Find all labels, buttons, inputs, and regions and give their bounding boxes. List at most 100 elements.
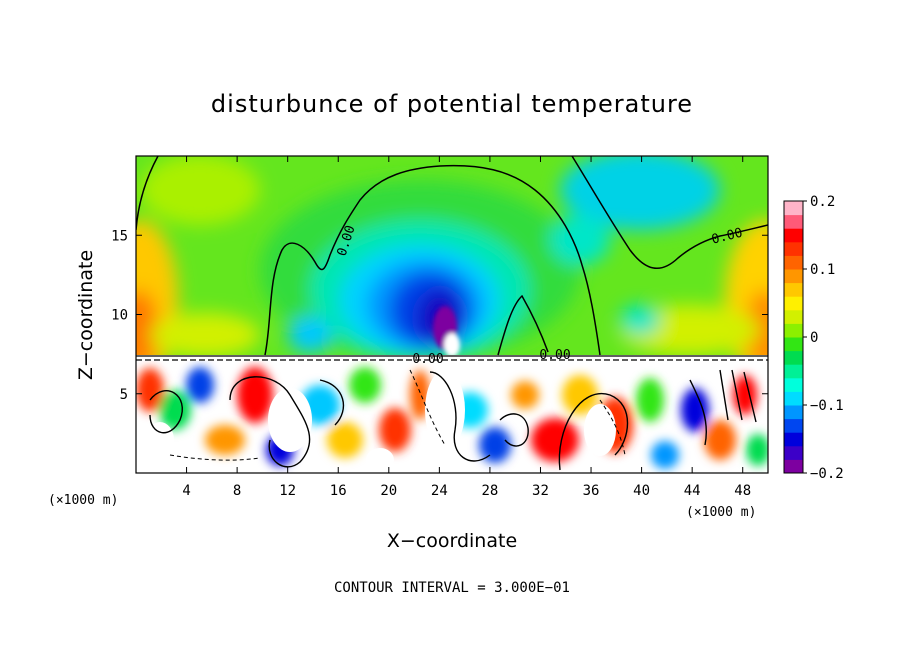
white-swirl [366, 448, 394, 472]
zero-contour-mid [497, 294, 549, 356]
colorbar-tick-label: 0.1 [810, 262, 835, 278]
lower-dashed-lines [169, 369, 626, 461]
white-swirl [146, 422, 174, 458]
colorbar-tick-label: 0.2 [810, 194, 835, 210]
lower-field [136, 360, 768, 473]
cyan-pocket-left [288, 317, 332, 353]
swirl-contour [149, 390, 183, 434]
lower-cell [651, 441, 679, 469]
plot-area: 0.00 0.00 0.00 0.00 [136, 156, 768, 473]
colorbar-swatch [784, 296, 803, 311]
z-tick-label: 10 [111, 308, 128, 324]
zero-contour-left [136, 156, 159, 231]
colorbar-swatch [784, 323, 803, 338]
swirl-contour [719, 369, 757, 423]
lower-cell [379, 408, 411, 452]
dashed-contour [169, 454, 261, 461]
lower-cell [159, 390, 191, 430]
x-tick-label: 28 [481, 483, 498, 499]
tropopause-white [136, 355, 768, 361]
colorbar-swatch [784, 391, 803, 406]
warm-band-left-low [150, 313, 260, 357]
lower-cell [704, 420, 736, 460]
swirl-contour [429, 371, 491, 462]
tropopause-band [136, 355, 768, 361]
colorbar-swatch [784, 269, 803, 284]
lower-cell [746, 434, 768, 466]
x-tick-label: 48 [734, 483, 751, 499]
x-tick-label: 40 [633, 483, 650, 499]
white-core [444, 333, 460, 357]
x-axis-ticks: 4 8 12 16 20 24 28 32 36 40 44 48 [182, 156, 751, 499]
lower-cell [562, 375, 598, 415]
swirl-contour [229, 376, 311, 468]
zero-contour-main [264, 164, 601, 356]
cyan-pocket-right-low [620, 305, 660, 335]
colorbar-swatch [784, 337, 803, 352]
z-tick-label: 15 [111, 228, 128, 244]
colorbar [784, 201, 803, 474]
lower-cell [681, 388, 709, 432]
colorbar-swatch [784, 364, 803, 379]
x-tick-label: 4 [182, 483, 190, 499]
lower-cell [531, 418, 579, 462]
colorbar-tick-label: −0.1 [810, 398, 844, 414]
lower-cell [479, 427, 511, 463]
yellow-green-top-left [140, 156, 260, 225]
dashed-contour [409, 369, 446, 446]
lower-cell [136, 368, 164, 412]
colorbar-tick-label: 0 [810, 330, 818, 346]
swirl-contour [499, 413, 529, 447]
lower-cell [205, 425, 245, 455]
chart-title: disturbunce of potential temperature [211, 90, 693, 118]
x-tick-label: 16 [330, 483, 347, 499]
colorbar-swatch [784, 309, 803, 324]
cyan-top-right [560, 156, 720, 230]
contour-label: 0.00 [539, 348, 570, 363]
colorbar-swatch [784, 432, 803, 447]
zero-contour-right [571, 156, 768, 269]
colorbar-swatch [784, 377, 803, 392]
z-axis-label: Z−coordinate [75, 250, 97, 380]
x-tick-label: 24 [431, 483, 448, 499]
x-tick-label: 36 [583, 483, 600, 499]
x-tick-label: 20 [380, 483, 397, 499]
colorbar-swatch [784, 228, 803, 243]
colorbar-swatch [784, 350, 803, 365]
lower-cell [349, 367, 381, 403]
white-swirl [584, 404, 616, 456]
colorbar-swatch [784, 459, 803, 474]
lower-cell [237, 367, 273, 423]
lower-cell [327, 422, 363, 458]
contour-label: 0.00 [710, 226, 744, 248]
white-swirl [268, 388, 312, 452]
lower-cell [636, 378, 664, 422]
zero-contours [136, 156, 768, 356]
warm-region-left-core [136, 290, 158, 370]
cyan-pocket-right [550, 215, 610, 265]
x-axis-label: X−coordinate [387, 530, 517, 552]
colorbar-swatch [784, 418, 803, 433]
z-tick-label: 5 [120, 387, 128, 403]
upper-field-cores [433, 306, 460, 357]
x-tick-label: 8 [233, 483, 241, 499]
contour-label: 0.00 [412, 352, 443, 367]
colorbar-ticks: −0.2 −0.1 0 0.1 0.2 [803, 194, 844, 482]
x-tick-label: 44 [684, 483, 701, 499]
colorbar-swatch [784, 445, 803, 460]
colorbar-tick-label: −0.2 [810, 466, 844, 482]
lower-swirl-lines [149, 369, 757, 471]
colorbar-swatch [784, 214, 803, 229]
lower-cell [511, 381, 539, 409]
colorbar-swatch [784, 282, 803, 297]
colorbar-swatch [784, 201, 803, 216]
swirl-contour [319, 379, 345, 426]
lower-cell [410, 370, 430, 420]
z-axis-ticks: 5 10 15 [111, 228, 768, 403]
colorbar-swatch [784, 241, 803, 256]
colorbar-swatch [784, 405, 803, 420]
x-axis-unit-left: (×1000 m) [48, 493, 118, 508]
colorbar-swatch [784, 255, 803, 270]
swirl-contour [689, 379, 707, 446]
